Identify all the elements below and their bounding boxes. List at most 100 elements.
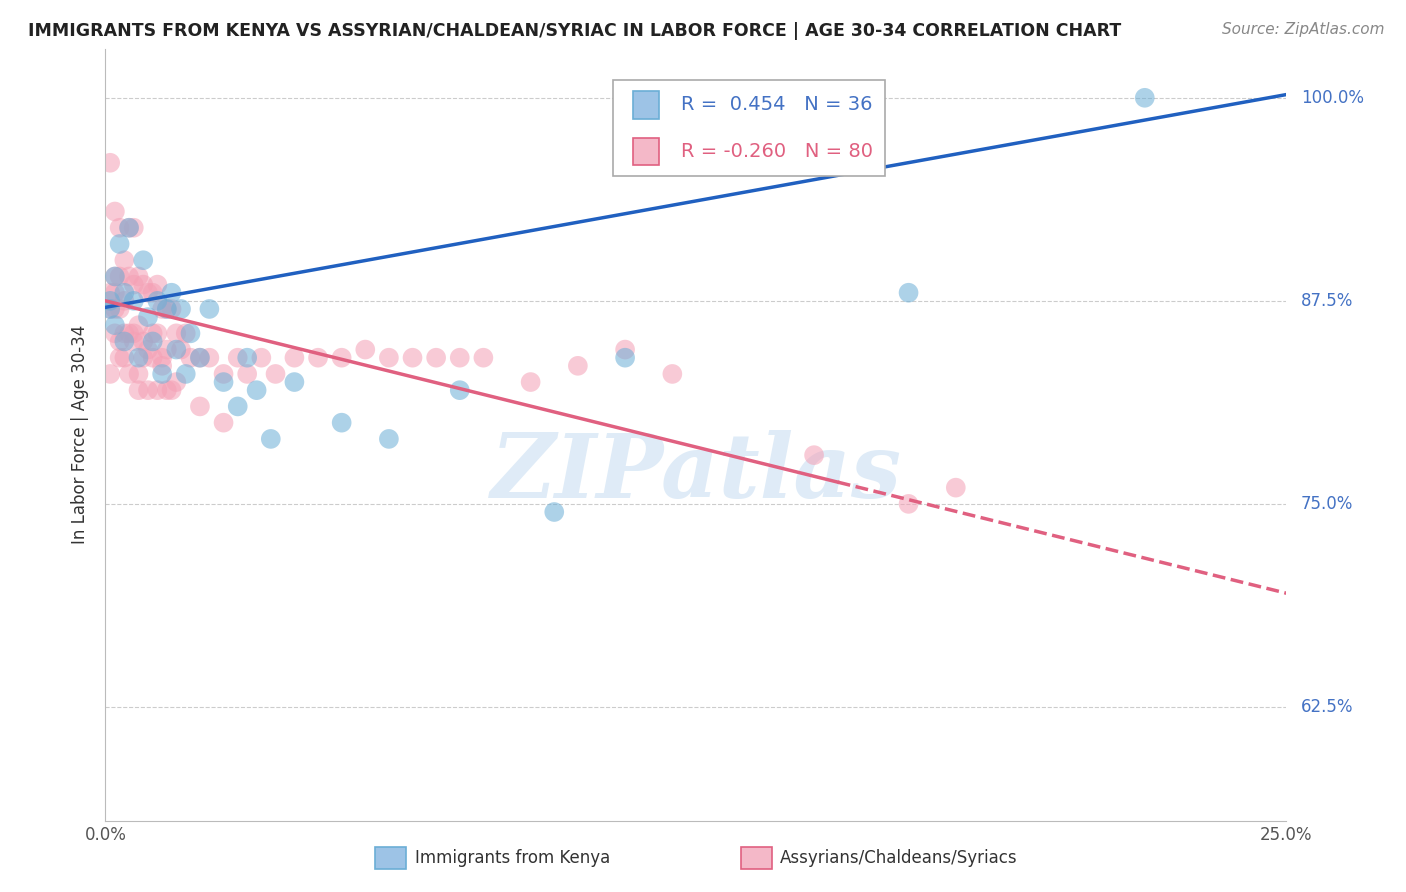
FancyBboxPatch shape (613, 80, 884, 177)
Point (122, 293, 145, 308)
Point (897, 497, 920, 511)
Point (128, 351, 150, 365)
Point (519, 375, 541, 389)
Point (108, 237, 131, 252)
Point (136, 343, 159, 357)
Point (118, 220, 141, 235)
Point (188, 351, 211, 365)
Point (198, 301, 221, 316)
Point (118, 326, 141, 341)
Point (150, 359, 173, 373)
Text: Assyrians/Chaldeans/Syriacs: Assyrians/Chaldeans/Syriacs (780, 849, 1018, 867)
Point (472, 351, 495, 365)
Point (98, 367, 121, 381)
Point (156, 301, 179, 316)
Point (330, 351, 353, 365)
Point (401, 351, 423, 365)
Point (945, 481, 967, 495)
Point (246, 383, 269, 397)
Point (803, 448, 825, 462)
Point (104, 285, 127, 300)
Point (98, 301, 121, 316)
Point (132, 334, 155, 349)
Point (661, 367, 683, 381)
FancyBboxPatch shape (633, 137, 659, 165)
Point (156, 343, 179, 357)
Point (170, 301, 193, 316)
Point (283, 375, 305, 389)
Point (188, 400, 211, 414)
Text: 62.5%: 62.5% (1301, 698, 1353, 716)
Point (108, 301, 131, 316)
Point (112, 253, 135, 268)
Point (236, 367, 259, 381)
Point (112, 351, 135, 365)
Y-axis label: In Labor Force | Age 30-34: In Labor Force | Age 30-34 (72, 326, 90, 544)
Point (146, 277, 169, 292)
Point (212, 375, 235, 389)
Point (260, 432, 283, 446)
Point (160, 285, 183, 300)
Point (128, 367, 150, 381)
Point (378, 351, 401, 365)
Point (150, 367, 173, 381)
Point (165, 375, 187, 389)
Point (179, 351, 201, 365)
Point (136, 383, 159, 397)
Text: R =  0.454   N = 36: R = 0.454 N = 36 (681, 95, 872, 114)
Point (104, 301, 127, 316)
Point (614, 343, 637, 357)
Point (226, 351, 249, 365)
Point (354, 343, 377, 357)
Point (160, 383, 183, 397)
Point (132, 277, 155, 292)
Text: Immigrants from Kenya: Immigrants from Kenya (415, 849, 610, 867)
Point (543, 505, 565, 519)
FancyBboxPatch shape (633, 92, 659, 119)
Point (142, 334, 165, 349)
Point (212, 416, 235, 430)
Point (136, 285, 159, 300)
Point (283, 351, 305, 365)
Point (449, 351, 471, 365)
Point (449, 383, 471, 397)
Point (112, 293, 135, 308)
Point (156, 383, 179, 397)
Text: 100.0%: 100.0% (1301, 89, 1364, 107)
Point (132, 351, 155, 365)
Point (122, 220, 145, 235)
Point (567, 359, 589, 373)
Point (330, 416, 353, 430)
Point (226, 400, 249, 414)
Point (128, 383, 150, 397)
Point (112, 326, 135, 341)
Point (104, 204, 127, 219)
Point (236, 351, 259, 365)
Point (179, 326, 201, 341)
Point (307, 351, 329, 365)
Point (108, 351, 131, 365)
Point (198, 351, 221, 365)
Point (98, 293, 121, 308)
Point (132, 253, 155, 268)
Point (118, 367, 141, 381)
Point (98, 155, 121, 169)
Point (250, 351, 273, 365)
Point (165, 343, 187, 357)
Point (146, 293, 169, 308)
Text: Source: ZipAtlas.com: Source: ZipAtlas.com (1222, 22, 1385, 37)
Point (104, 269, 127, 284)
Text: R = -0.260   N = 80: R = -0.260 N = 80 (681, 142, 873, 161)
Point (212, 367, 235, 381)
Point (104, 269, 127, 284)
Point (118, 269, 141, 284)
Point (614, 351, 637, 365)
Point (112, 334, 135, 349)
Point (425, 351, 447, 365)
Point (142, 351, 165, 365)
Point (136, 310, 159, 324)
Point (142, 326, 165, 341)
Point (112, 285, 135, 300)
Point (118, 220, 141, 235)
Point (897, 285, 920, 300)
